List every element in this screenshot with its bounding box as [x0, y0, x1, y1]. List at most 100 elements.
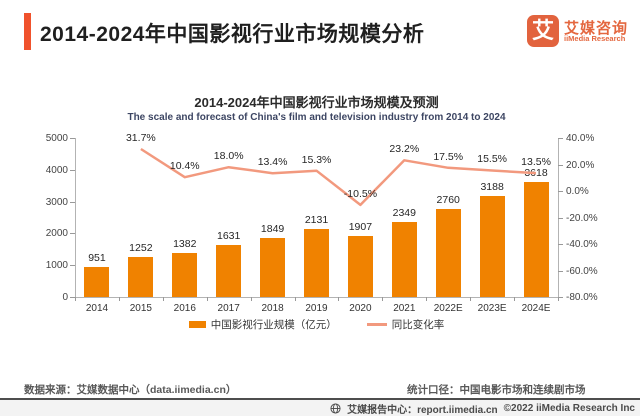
bar: [304, 229, 329, 297]
x-axis-tick: [75, 297, 76, 301]
bar-value-label: 951: [88, 251, 106, 264]
left-axis-tick: [70, 233, 75, 235]
logo-name-cn: 艾媒咨询: [564, 20, 629, 37]
x-axis-tick: [250, 297, 252, 301]
chart-legend: 中国影视行业规模（亿元） 同比变化率: [0, 317, 633, 332]
growth-rate-label: 18.0%: [213, 150, 244, 163]
left-axis-tick: [70, 297, 75, 298]
bar-value-label: 3618: [524, 166, 548, 179]
left-axis-tick: [70, 265, 75, 267]
bar-series-swatch: [188, 321, 206, 328]
x-axis-label: 2016: [173, 303, 196, 314]
x-axis-tick: [338, 297, 340, 301]
bar: [260, 238, 286, 297]
bar: [523, 181, 549, 297]
right-axis-tick: [558, 217, 563, 219]
bar: [84, 266, 110, 297]
bar: [128, 257, 154, 297]
growth-rate-label: -10.5%: [343, 187, 378, 200]
bar-value-label: 1849: [260, 223, 285, 236]
right-axis-tick-label: 20.0%: [566, 159, 595, 171]
right-axis-tick: [558, 270, 563, 272]
x-axis-tick: [514, 297, 516, 301]
x-axis-label: 2023E: [477, 303, 507, 314]
x-axis-label: 2021: [393, 303, 416, 314]
bar-value-label: 1907: [348, 221, 373, 234]
x-axis-tick: [294, 297, 296, 301]
right-axis-tick-label: 40.0%: [566, 133, 595, 144]
bar-value-label: 2131: [304, 214, 329, 227]
x-axis-tick: [206, 297, 208, 301]
right-axis-tick: [558, 138, 563, 139]
left-axis-tick: [70, 169, 75, 171]
right-axis-tick: [558, 244, 563, 245]
right-axis-tick-label: -20.0%: [566, 212, 598, 224]
chart-subtitle: The scale and forecast of China's film a…: [127, 112, 506, 123]
bar-value-label: 2349: [392, 207, 416, 220]
left-axis-tick-label: 2000: [45, 228, 68, 240]
bar: [347, 236, 373, 297]
bar-value-label: 1631: [216, 230, 241, 243]
statistics-scope-note: 统计口径：中国电影市场和连续剧市场: [407, 384, 586, 396]
x-axis-label: 2019: [305, 303, 328, 314]
left-axis-tick: [70, 201, 75, 203]
growth-rate-label: 23.2%: [389, 143, 420, 156]
x-axis-label: 2014: [85, 303, 109, 314]
line-series-swatch: [366, 323, 387, 326]
x-axis-label: 2024E: [521, 303, 551, 314]
x-axis-label: 2018: [261, 303, 284, 314]
x-axis-label: 2020: [349, 303, 372, 314]
right-axis-tick: [558, 297, 563, 298]
x-axis-tick: [558, 297, 559, 301]
growth-rate-label: 13.4%: [257, 156, 288, 169]
left-axis-tick-label: 3000: [45, 196, 68, 208]
bar: [216, 245, 242, 297]
chart-title: 2014-2024年中国影视行业市场规模及预测: [194, 95, 439, 110]
bar-value-label: 1252: [129, 242, 153, 255]
right-axis-tick-label: -40.0%: [566, 239, 598, 250]
right-axis-tick-label: -80.0%: [566, 292, 598, 303]
left-axis-tick-label: 4000: [45, 164, 68, 176]
x-axis-label: 2015: [129, 303, 152, 314]
left-axis-tick-label: 5000: [45, 133, 68, 144]
bar: [479, 195, 505, 297]
legend-label-line-series: 同比变化率: [391, 319, 445, 331]
bar-value-label: 2760: [436, 194, 460, 207]
bar: [435, 209, 461, 297]
growth-rate-label: 17.5%: [433, 150, 464, 163]
bar: [172, 253, 198, 297]
right-axis-tick: [558, 164, 563, 166]
growth-rate-label: 31.7%: [125, 131, 156, 144]
legend-item-line-series: 同比变化率: [366, 317, 445, 332]
footer-divider: [0, 398, 640, 400]
growth-rate-label: 10.4%: [169, 160, 200, 173]
left-axis-tick: [70, 138, 75, 139]
bar-value-label: 1382: [173, 238, 197, 251]
page-title: 2014-2024年中国影视行业市场规模分析: [40, 23, 425, 46]
copyright-text: ©2022 iiMedia Research Inc: [503, 402, 635, 414]
left-axis-tick-label: 0: [62, 292, 68, 303]
x-axis-tick: [162, 297, 164, 301]
legend-label-bar-series: 中国影视行业规模（亿元）: [210, 319, 337, 331]
left-axis-line: [75, 138, 76, 297]
logo-name-en: iiMedia Research: [564, 34, 626, 43]
growth-rate-label: 13.5%: [521, 156, 551, 169]
iimedia-logo-icon: 艾: [527, 15, 559, 47]
title-accent-bar: [24, 13, 31, 50]
x-axis-line: [75, 297, 558, 298]
x-axis-tick: [382, 297, 384, 301]
data-source-note: 数据来源：艾媒数据中心（data.iimedia.cn）: [24, 384, 237, 396]
growth-rate-label: 15.3%: [301, 153, 332, 166]
x-axis-tick: [470, 297, 472, 301]
report-center-link[interactable]: 艾媒报告中心：report.iimedia.cn: [347, 404, 498, 416]
x-axis-tick: [426, 297, 428, 301]
right-axis-tick-label: 0.0%: [566, 186, 589, 197]
x-axis-label: 2022E: [433, 303, 463, 314]
footer-strip: 艾媒报告中心：report.iimedia.cn ©2022 iiMedia R…: [0, 400, 640, 416]
left-axis-tick-label: 1000: [45, 260, 68, 272]
globe-icon: [330, 402, 341, 414]
right-axis-tick-label: -60.0%: [566, 265, 598, 277]
x-axis-tick: [118, 297, 120, 301]
bar: [391, 222, 417, 297]
